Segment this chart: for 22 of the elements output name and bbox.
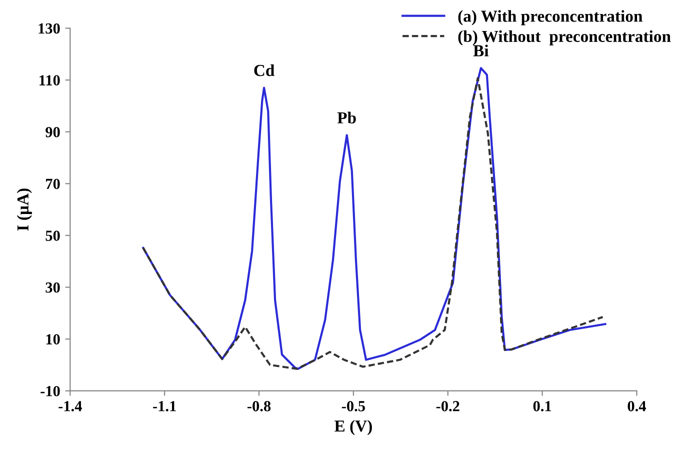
y-tick-label: 50 xyxy=(46,230,60,241)
x-tick-label: 0.4 xyxy=(628,401,646,412)
x-tick-label: 0.1 xyxy=(533,401,552,412)
x-axis-title: E (V) xyxy=(334,420,372,436)
annotation: Pb xyxy=(337,112,356,124)
x-tick-label: -0.5 xyxy=(342,401,365,412)
y-tick-label: 30 xyxy=(46,282,60,293)
x-tick-label: -0.2 xyxy=(436,401,460,412)
y-tick-label: 90 xyxy=(46,126,60,138)
x-tick-label: -1.4 xyxy=(58,401,82,412)
legend-label: (b) Without preconcentration xyxy=(458,30,671,46)
legend-label: (a) With preconcentration xyxy=(458,10,642,26)
y-tick-label: 130 xyxy=(38,23,60,34)
annotation: Bi xyxy=(473,44,489,56)
annotation: Cd xyxy=(254,64,275,76)
y-tick-label: 110 xyxy=(40,75,60,86)
x-tick-label: -0.8 xyxy=(247,401,271,412)
y-axis-title: I (µA) xyxy=(16,188,32,231)
y-tick-label: 10 xyxy=(46,334,60,344)
y-tick-label: 70 xyxy=(46,178,60,190)
y-tick-label: -10 xyxy=(40,386,60,396)
x-tick-label: -1.1 xyxy=(153,401,176,412)
